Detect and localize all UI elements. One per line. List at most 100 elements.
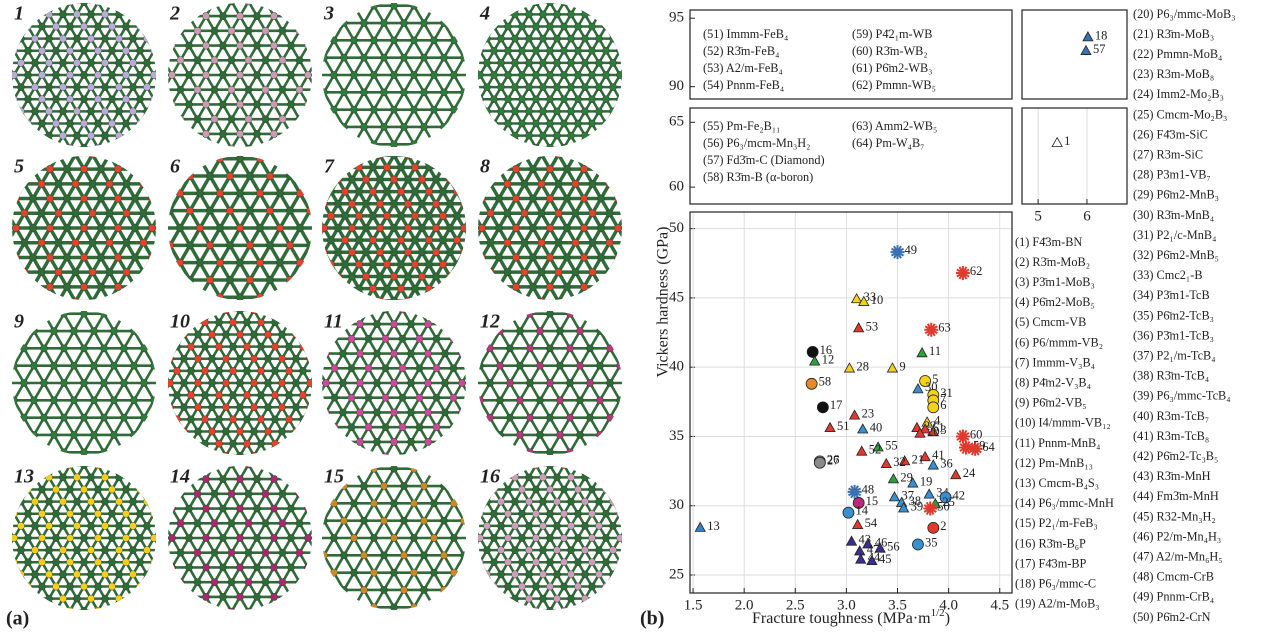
atom	[88, 209, 97, 218]
atom	[185, 12, 193, 20]
bond	[478, 25, 482, 40]
y-axis-label: Vickers hardness (GPa)	[655, 227, 672, 378]
atom	[322, 272, 328, 281]
atom	[518, 3, 526, 7]
atom	[574, 46, 582, 55]
atom	[370, 140, 378, 147]
atom	[532, 46, 540, 55]
bond	[399, 299, 410, 300]
bond	[378, 299, 389, 300]
atom	[157, 35, 164, 42]
x-axis-label-text: Fracture toughness (MPa·m	[752, 610, 931, 627]
atom	[266, 276, 274, 284]
bond	[471, 339, 480, 354]
atom	[131, 224, 139, 232]
bond	[427, 156, 438, 169]
atom	[350, 71, 358, 79]
atom	[425, 284, 433, 293]
atom	[553, 131, 561, 140]
atom	[256, 293, 264, 300]
bond	[168, 358, 172, 372]
atom	[446, 224, 454, 232]
atom	[588, 238, 597, 247]
atom	[467, 188, 474, 195]
atom	[20, 209, 29, 218]
atom	[80, 224, 88, 232]
atom	[304, 41, 312, 50]
bond	[310, 264, 317, 276]
atom	[129, 10, 137, 19]
bond	[607, 271, 620, 288]
atom	[441, 320, 449, 328]
atom	[432, 364, 441, 373]
bond	[350, 299, 361, 300]
bond	[322, 263, 333, 278]
atom	[588, 95, 596, 104]
bond	[618, 330, 622, 350]
atom	[12, 95, 18, 104]
atom	[80, 3, 88, 7]
atom	[623, 84, 630, 91]
bond	[332, 5, 346, 24]
bond	[308, 358, 312, 372]
atom	[236, 354, 244, 363]
atom	[478, 46, 484, 55]
atom	[373, 408, 381, 417]
atom	[52, 119, 60, 128]
bond	[33, 3, 44, 16]
atom	[397, 260, 405, 269]
bond	[0, 272, 8, 287]
atom	[520, 297, 529, 300]
atom	[168, 403, 174, 412]
atom	[362, 248, 370, 257]
atom	[45, 34, 53, 43]
bond	[152, 434, 156, 453]
bond	[102, 451, 116, 455]
atom	[285, 318, 293, 327]
atom	[362, 199, 370, 208]
bond	[91, 0, 98, 2]
atom	[504, 143, 512, 147]
atom	[286, 172, 294, 180]
atom	[322, 123, 328, 131]
atom	[362, 156, 370, 160]
atom	[327, 212, 335, 220]
bond	[150, 256, 156, 274]
atom	[59, 131, 67, 140]
bond	[161, 184, 170, 199]
bond	[599, 286, 612, 300]
bond	[585, 148, 592, 160]
atom	[512, 283, 520, 291]
atom	[356, 349, 364, 358]
atom	[215, 439, 223, 448]
bond	[142, 451, 156, 455]
atom	[450, 3, 458, 10]
atom	[313, 261, 320, 268]
bond	[12, 37, 16, 52]
atom	[122, 119, 130, 128]
bond	[322, 426, 328, 443]
atom	[525, 59, 533, 67]
atom	[609, 83, 617, 91]
atom	[424, 320, 432, 328]
atom	[449, 335, 458, 343]
atom	[398, 423, 407, 431]
atom	[539, 131, 547, 140]
atom	[439, 163, 447, 172]
atom	[286, 206, 294, 215]
atom	[150, 396, 156, 405]
atom	[597, 253, 605, 262]
atom	[495, 194, 503, 203]
bond	[145, 110, 156, 125]
atom	[588, 180, 597, 188]
bond	[112, 311, 126, 315]
bond	[168, 406, 172, 421]
bond	[616, 182, 622, 200]
atom	[614, 194, 622, 203]
bond	[492, 134, 503, 147]
atom	[80, 344, 88, 353]
bond	[627, 243, 636, 258]
bond	[506, 3, 517, 16]
bond	[12, 182, 18, 200]
atom	[330, 140, 338, 147]
